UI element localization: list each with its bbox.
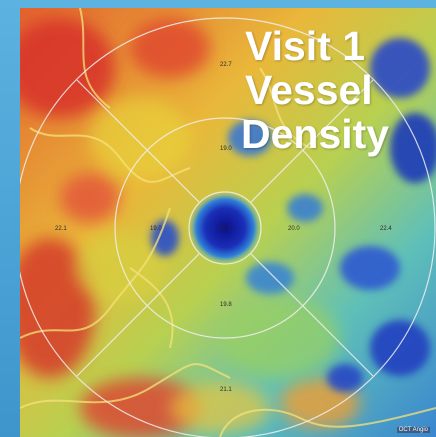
etdrs-grid: [20, 17, 436, 437]
sector-left-outer: 22.1: [55, 226, 67, 232]
sector-values: 22.7 19.0 22.1 19.0 18.1 20.0 22.4 19.8 …: [55, 62, 392, 393]
watermark: OCT Angio: [396, 427, 430, 433]
sector-right-inner: 20.0: [288, 226, 300, 232]
vessel-density-map: 22.7 19.0 22.1 19.0 18.1 20.0 22.4 19.8 …: [20, 8, 436, 437]
heatmap-low-regions: [151, 38, 436, 392]
slide-title: Visit 1 Vessel Density: [241, 23, 389, 156]
title-line-1: Visit 1: [245, 23, 366, 69]
retinal-vessels: [20, 8, 436, 437]
sector-bottom-outer: 21.1: [220, 387, 232, 393]
sector-left-inner: 19.0: [150, 226, 162, 232]
sector-top-outer: 22.7: [220, 62, 232, 68]
sector-bottom-inner: 19.8: [220, 302, 232, 308]
sector-right-outer: 22.4: [380, 226, 392, 232]
sector-center: 18.1: [219, 226, 231, 232]
title-line-2: Vessel: [245, 67, 373, 113]
title-line-3: Density: [241, 111, 390, 157]
sector-top-inner: 19.0: [220, 146, 232, 152]
fovea-center: [189, 192, 261, 264]
